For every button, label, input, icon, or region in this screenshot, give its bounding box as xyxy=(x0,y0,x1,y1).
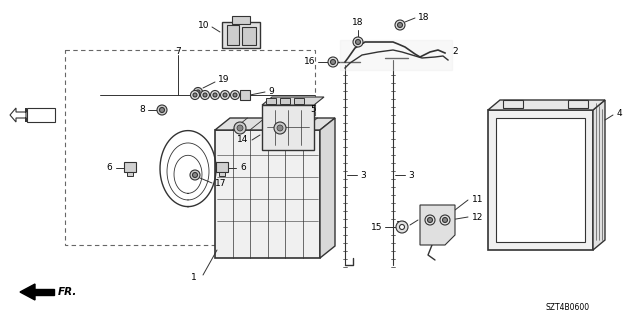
Circle shape xyxy=(274,122,286,134)
Bar xyxy=(242,27,256,45)
Text: 18: 18 xyxy=(352,18,364,27)
Circle shape xyxy=(200,91,209,100)
Text: 14: 14 xyxy=(237,136,248,145)
Circle shape xyxy=(328,57,338,67)
Polygon shape xyxy=(262,97,324,105)
Polygon shape xyxy=(320,118,335,258)
Text: 5: 5 xyxy=(310,106,316,115)
Circle shape xyxy=(221,91,230,100)
Text: E-6: E-6 xyxy=(33,110,49,120)
Text: 4: 4 xyxy=(617,109,623,118)
Text: 18: 18 xyxy=(418,12,429,21)
Bar xyxy=(215,130,320,258)
Text: 7: 7 xyxy=(175,48,181,56)
Text: 19: 19 xyxy=(218,76,230,85)
Circle shape xyxy=(157,105,167,115)
Circle shape xyxy=(396,221,408,233)
Text: 9: 9 xyxy=(268,86,274,95)
Circle shape xyxy=(355,40,360,44)
Circle shape xyxy=(397,23,403,27)
Circle shape xyxy=(399,225,404,229)
Bar xyxy=(219,172,225,176)
Bar xyxy=(280,98,290,104)
Text: 8: 8 xyxy=(140,106,145,115)
Bar xyxy=(232,16,250,24)
Polygon shape xyxy=(20,284,35,300)
Bar xyxy=(127,172,133,176)
Text: 3: 3 xyxy=(360,170,365,180)
Text: 3: 3 xyxy=(408,170,413,180)
Text: 6: 6 xyxy=(106,164,112,173)
Circle shape xyxy=(196,90,200,94)
Bar xyxy=(222,22,260,48)
Circle shape xyxy=(440,215,450,225)
Circle shape xyxy=(425,215,435,225)
Circle shape xyxy=(191,91,200,100)
Circle shape xyxy=(193,173,198,177)
Circle shape xyxy=(159,108,164,113)
Text: FR.: FR. xyxy=(58,287,77,297)
Text: 15: 15 xyxy=(371,222,382,232)
Circle shape xyxy=(330,60,335,64)
Text: 2: 2 xyxy=(452,48,458,56)
Bar xyxy=(488,110,593,250)
Text: SZT4B0600: SZT4B0600 xyxy=(546,303,590,312)
Bar xyxy=(496,118,585,242)
Bar xyxy=(65,50,315,245)
Bar xyxy=(294,98,304,104)
Circle shape xyxy=(193,87,202,97)
Text: 10: 10 xyxy=(198,21,209,31)
Text: 16: 16 xyxy=(303,57,315,66)
Polygon shape xyxy=(215,118,335,130)
Circle shape xyxy=(203,93,207,97)
Bar xyxy=(266,98,276,104)
Circle shape xyxy=(395,20,405,30)
Bar xyxy=(34,289,54,295)
Text: 6: 6 xyxy=(240,164,246,173)
Text: 17: 17 xyxy=(215,180,227,189)
Circle shape xyxy=(428,218,433,222)
Circle shape xyxy=(233,93,237,97)
Circle shape xyxy=(353,37,363,47)
Polygon shape xyxy=(10,108,26,122)
Circle shape xyxy=(193,93,197,97)
Circle shape xyxy=(234,122,246,134)
Circle shape xyxy=(277,125,283,131)
Circle shape xyxy=(237,125,243,131)
Bar xyxy=(216,162,228,172)
Polygon shape xyxy=(488,100,605,110)
Circle shape xyxy=(442,218,447,222)
Polygon shape xyxy=(593,100,605,250)
Bar xyxy=(27,108,55,122)
Text: 11: 11 xyxy=(472,195,483,204)
Polygon shape xyxy=(420,205,455,245)
Circle shape xyxy=(223,93,227,97)
Circle shape xyxy=(230,91,239,100)
Text: 12: 12 xyxy=(472,212,483,221)
Circle shape xyxy=(190,170,200,180)
Bar xyxy=(124,162,136,172)
Text: 13: 13 xyxy=(396,220,407,229)
Bar xyxy=(227,25,239,45)
Bar xyxy=(240,90,250,100)
Bar xyxy=(262,105,314,150)
Text: 1: 1 xyxy=(191,273,197,283)
Bar xyxy=(568,100,588,108)
Circle shape xyxy=(213,93,217,97)
Bar xyxy=(503,100,523,108)
Circle shape xyxy=(211,91,220,100)
